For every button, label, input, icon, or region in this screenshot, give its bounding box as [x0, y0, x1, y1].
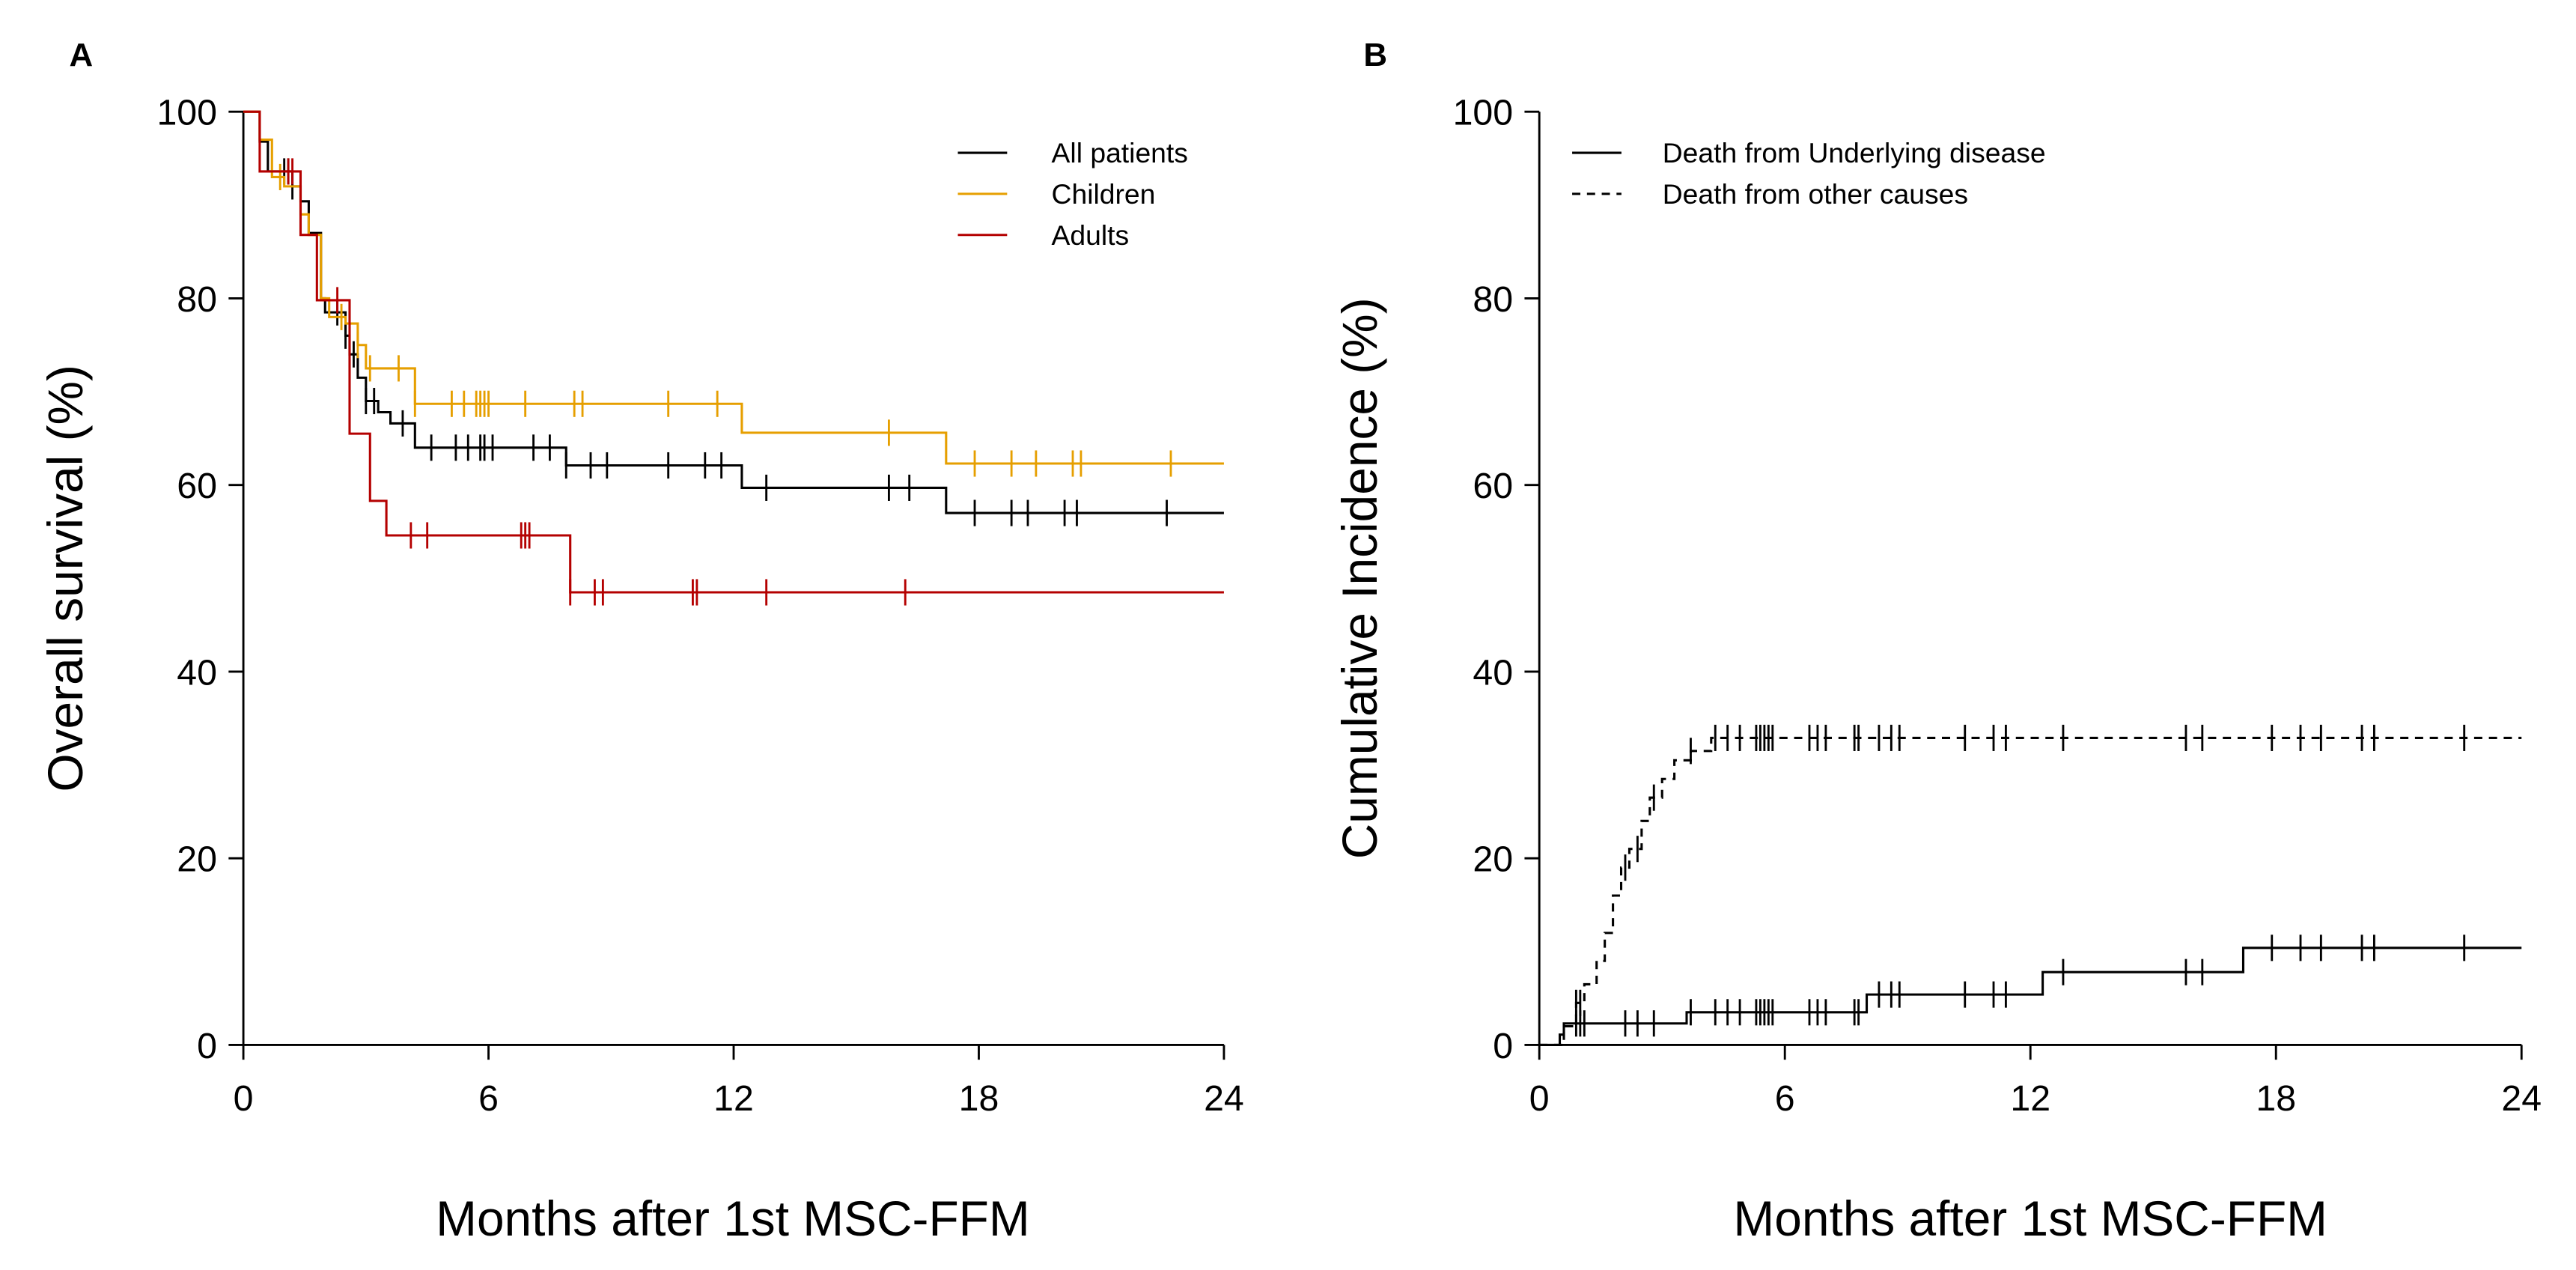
- panel-a: A Overall survival (%) Months after 1st …: [37, 37, 1244, 1246]
- x-tick-label: 6: [1775, 1078, 1795, 1119]
- x-tick-label: 18: [959, 1078, 999, 1119]
- series-line-death-from-underlying-disease: [1539, 947, 2522, 1046]
- y-tick-label: 80: [1473, 279, 1513, 320]
- y-tick-label: 40: [1473, 652, 1513, 693]
- x-axis-title-a: Months after 1st MSC-FFM: [436, 1191, 1030, 1246]
- y-axis-title-a: Overall survival (%): [37, 365, 93, 792]
- y-tick-label: 20: [1473, 839, 1513, 880]
- panel-label-b: B: [1363, 37, 1387, 73]
- panel-label-a: A: [70, 37, 94, 73]
- x-tick-label: 6: [478, 1078, 499, 1119]
- series-line-all-patients: [243, 110, 1224, 514]
- legend-label: Children: [1052, 178, 1156, 210]
- series-line-children: [243, 110, 1224, 465]
- y-tick-label: 0: [197, 1026, 217, 1066]
- x-tick-label: 0: [1529, 1078, 1550, 1119]
- y-tick-label: 40: [177, 652, 217, 693]
- y-tick-label: 80: [177, 279, 217, 320]
- x-axis-title-b: Months after 1st MSC-FFM: [1733, 1191, 2327, 1246]
- x-tick-label: 12: [2010, 1078, 2050, 1119]
- y-tick-label: 0: [1493, 1026, 1513, 1066]
- y-tick-label: 20: [177, 839, 217, 880]
- y-tick-label: 100: [156, 93, 217, 133]
- panel-b: B Cumulative Incidence (%) Months after …: [1332, 37, 2542, 1246]
- legend-label: Death from other causes: [1663, 178, 1968, 210]
- x-tick-label: 0: [234, 1078, 254, 1119]
- series-line-death-from-other-causes: [1539, 736, 2522, 1046]
- y-tick-label: 60: [1473, 466, 1513, 506]
- y-tick-label: 60: [177, 466, 217, 506]
- legend-label: Adults: [1052, 219, 1130, 251]
- x-tick-label: 18: [2256, 1078, 2296, 1119]
- x-tick-label: 24: [2501, 1078, 2542, 1119]
- x-tick-label: 24: [1204, 1078, 1244, 1119]
- legend-label: All patients: [1052, 137, 1188, 168]
- legend-label: Death from Underlying disease: [1663, 137, 2046, 168]
- y-tick-label: 100: [1453, 93, 1514, 133]
- y-axis-title-b: Cumulative Incidence (%): [1332, 297, 1387, 859]
- x-tick-label: 12: [713, 1078, 754, 1119]
- series-line-adults: [243, 110, 1224, 594]
